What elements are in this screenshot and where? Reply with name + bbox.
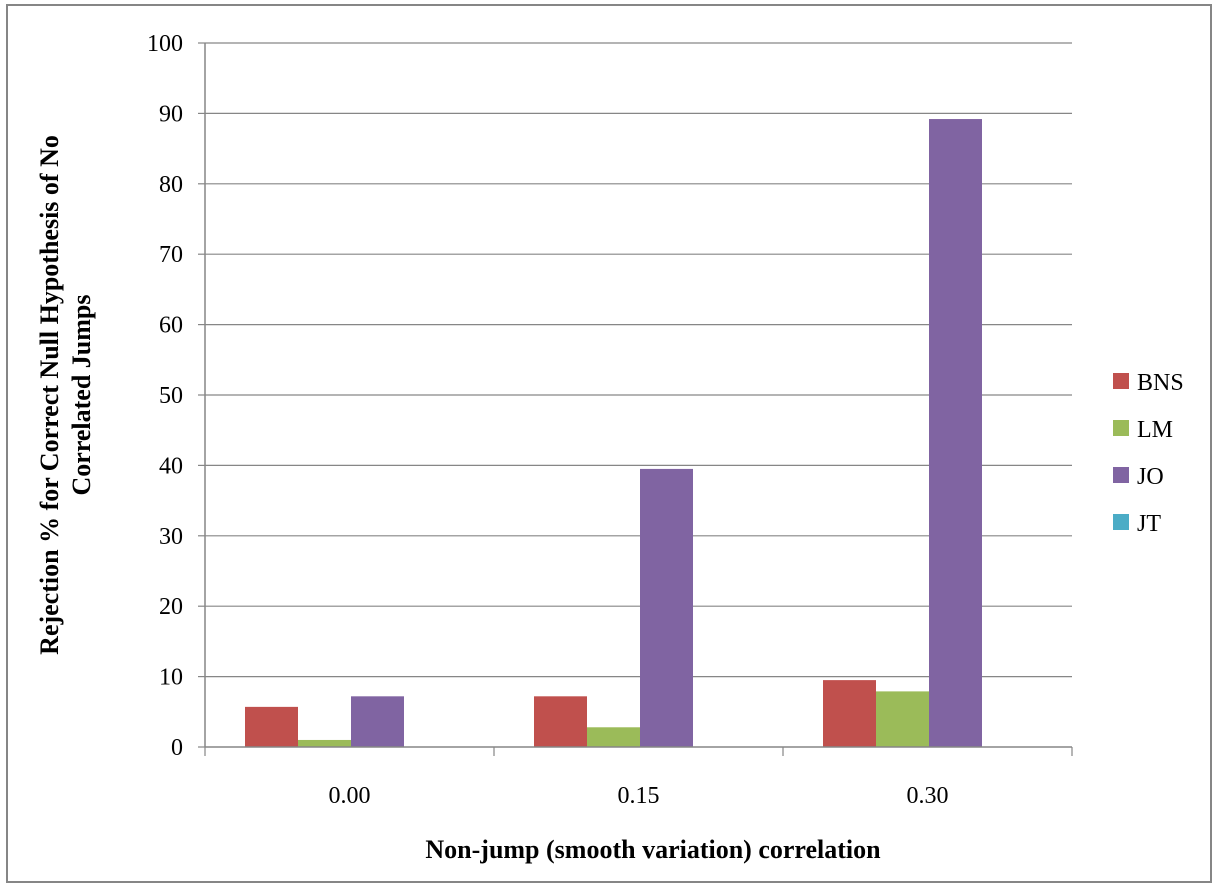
y-tick-labels: 0 10 20 30 40 50 60 70 80 90 100 xyxy=(147,31,183,761)
y-tick-label: 50 xyxy=(159,383,183,409)
legend-swatch-jt xyxy=(1113,514,1129,530)
legend-label-bns: BNS xyxy=(1137,370,1184,396)
bar-bns-0.15 xyxy=(534,696,587,747)
y-tick-label: 0 xyxy=(171,735,183,761)
bar-lm-0.30 xyxy=(876,691,929,747)
bar-jo-0.30 xyxy=(929,119,982,748)
y-tick-label: 60 xyxy=(159,313,183,339)
legend-label-jt: JT xyxy=(1137,511,1161,537)
legend-swatch-jo xyxy=(1113,467,1129,483)
x-tick-label: 0.30 xyxy=(907,783,949,809)
y-axis-title-line-2: Correlated Jumps xyxy=(67,294,96,495)
y-axis-title: Rejection % for Correct Null Hypothesis … xyxy=(35,135,96,655)
legend-swatch-lm xyxy=(1113,420,1129,436)
x-tick-label: 0.15 xyxy=(618,783,660,809)
bar-lm-0.00 xyxy=(298,739,351,747)
legend-label-lm: LM xyxy=(1137,417,1173,443)
x-tick-label: 0.00 xyxy=(329,783,371,809)
bars xyxy=(245,119,982,748)
y-tick-label: 100 xyxy=(147,31,183,57)
bar-jo-0.15 xyxy=(640,468,693,747)
bar-bns-0.00 xyxy=(245,706,298,747)
gridlines xyxy=(198,42,1073,756)
legend-swatch-bns xyxy=(1113,373,1129,389)
y-tick-label: 80 xyxy=(159,172,183,198)
y-tick-label: 70 xyxy=(159,242,183,268)
y-tick-label: 20 xyxy=(159,594,183,620)
bar-lm-0.15 xyxy=(587,727,640,747)
legend: BNS LM JO JT xyxy=(1113,370,1184,537)
bar-bns-0.30 xyxy=(823,680,876,747)
legend-label-jo: JO xyxy=(1137,464,1164,490)
y-tick-label: 10 xyxy=(159,665,183,691)
axes xyxy=(204,43,1072,748)
x-axis-title: Non-jump (smooth variation) correlation xyxy=(425,835,881,864)
y-tick-label: 90 xyxy=(159,101,183,127)
y-tick-label: 40 xyxy=(159,453,183,479)
y-axis-title-line-1: Rejection % for Correct Null Hypothesis … xyxy=(35,135,64,655)
y-tick-label: 30 xyxy=(159,524,183,550)
bar-jo-0.00 xyxy=(351,696,404,747)
x-tick-labels: 0.00 0.15 0.30 xyxy=(329,783,949,809)
